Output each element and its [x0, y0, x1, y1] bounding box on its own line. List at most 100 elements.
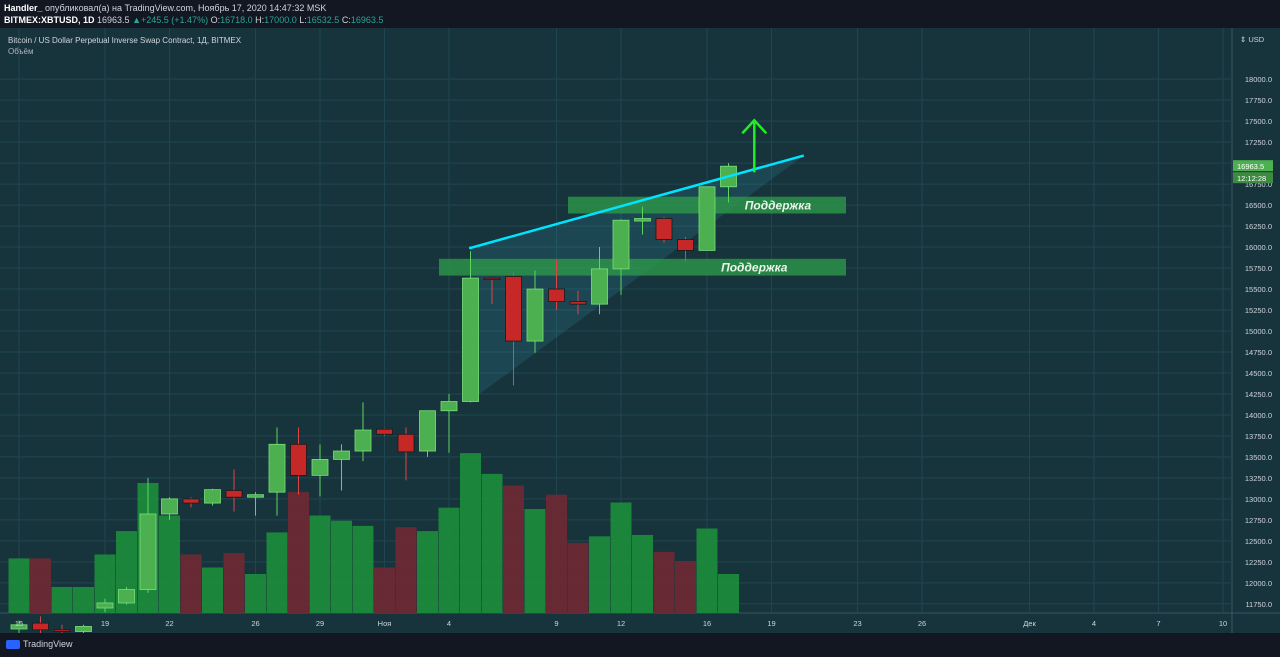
- chart-title: Bitcoin / US Dollar Perpetual Inverse Sw…: [8, 36, 242, 45]
- ohlc-close: 16963.5: [350, 15, 384, 25]
- volume-bar: [309, 515, 331, 613]
- candle-body: [591, 268, 608, 305]
- countdown-tag: [1233, 172, 1273, 184]
- price-chart[interactable]: Поддержка Поддержка 11750.0 12000.0 12250.0…: [0, 28, 1280, 638]
- tradingview-brand[interactable]: TradingView: [6, 639, 73, 650]
- volume-bar: [180, 554, 202, 613]
- author-name[interactable]: Handler_: [4, 3, 43, 13]
- candle-body: [397, 433, 415, 453]
- price-tick-label: 11750.0: [1245, 600, 1272, 609]
- price-tick-label: 16000.0: [1245, 243, 1272, 252]
- volume-bar: [718, 574, 739, 613]
- time-tick-label: 10: [1219, 619, 1227, 628]
- candle-body: [311, 459, 329, 476]
- candle-body: [612, 219, 630, 270]
- time-tick-label: 4: [447, 619, 451, 628]
- volume-bar: [331, 520, 352, 613]
- price-tick-label: 14750.0: [1245, 348, 1272, 357]
- volume-bar: [653, 551, 675, 613]
- candle-body: [419, 410, 436, 452]
- ohlc-high-label: H:: [255, 15, 265, 25]
- volume-bar: [546, 494, 567, 613]
- candle-body: [505, 276, 522, 342]
- time-tick-label: 29: [316, 619, 324, 628]
- footer-bar: TradingView: [0, 633, 1280, 657]
- volume-bar: [675, 561, 696, 613]
- currency-code: USD: [1248, 35, 1264, 44]
- last-price-tag: [1233, 160, 1273, 172]
- price-tick-label: 14250.0: [1245, 390, 1272, 399]
- candle-body: [354, 429, 372, 452]
- time-tick-label: 26: [251, 619, 259, 628]
- brand-text: TradingView: [23, 639, 73, 649]
- time-tick-label: 16: [703, 619, 711, 628]
- candle-body: [677, 239, 694, 251]
- candle-body: [53, 629, 71, 632]
- price-change: +245.5 (+1.47%): [141, 15, 209, 25]
- time-tick-label: 7: [1156, 619, 1160, 628]
- volume-bar: [438, 507, 460, 613]
- time-axis-background[interactable]: [0, 613, 1280, 633]
- candle-body: [10, 624, 28, 630]
- volume-bar: [567, 542, 589, 613]
- volume-indicator-label[interactable]: Объём: [8, 47, 34, 56]
- candle-body: [161, 498, 178, 515]
- candle-body: [118, 589, 135, 604]
- volume-bar: [288, 492, 309, 613]
- volume-bar: [374, 567, 395, 613]
- candle-body: [247, 494, 264, 498]
- price-tick-label: 13250.0: [1245, 474, 1272, 483]
- ohlc-open: 16718.0: [220, 15, 253, 25]
- price-tick-label: 14500.0: [1245, 369, 1272, 378]
- candle-body: [483, 277, 501, 281]
- drawing-labels[interactable]: Поддержка Поддержка: [469, 118, 811, 275]
- candle-body: [462, 277, 479, 402]
- volume-bar: [30, 558, 51, 613]
- time-tick-label: Дек: [1023, 619, 1036, 628]
- candle-body: [655, 218, 673, 240]
- trendline-start-point: [469, 246, 472, 250]
- time-tick-label: 12: [617, 619, 625, 628]
- candle-body: [268, 443, 286, 493]
- volume-bar: [266, 532, 288, 613]
- price-axis-background[interactable]: [1232, 28, 1280, 613]
- volume-bar: [481, 473, 503, 613]
- ohlc-high: 17000.0: [264, 15, 297, 25]
- price-tick-label: 15500.0: [1245, 285, 1272, 294]
- price-axis[interactable]: 11750.0 12000.0 12250.0 12500.0 12750.0 13000…: [1233, 75, 1273, 609]
- time-tick-label: 15: [15, 619, 23, 628]
- price-tick-label: 14000.0: [1245, 411, 1272, 420]
- symbol-name[interactable]: BITMEX:XBTUSD, 1D: [4, 15, 95, 25]
- publish-text: опубликовал(а) на TradingView.com, Ноябр…: [45, 3, 327, 13]
- chart-area[interactable]: Поддержка Поддержка 11750.0 12000.0 12250.0…: [0, 28, 1280, 638]
- price-tick-label: 13500.0: [1245, 453, 1272, 462]
- volume-bar: [202, 567, 223, 613]
- last-price: 16963.5: [97, 15, 130, 25]
- time-tick-label: 19: [101, 619, 109, 628]
- time-tick-label: 23: [853, 619, 861, 628]
- price-tick-label: 12000.0: [1245, 579, 1272, 588]
- time-tick-label: 19: [767, 619, 775, 628]
- volume-bar: [94, 554, 116, 613]
- price-tick-label: 13750.0: [1245, 432, 1272, 441]
- support-label: Поддержка: [721, 261, 788, 275]
- up-arrow-icon: ▲: [132, 15, 142, 25]
- price-tick-label: 12250.0: [1245, 558, 1272, 567]
- ohlc-close-label: C:: [341, 15, 351, 25]
- currency-marker-icon: ⇕: [1240, 35, 1248, 44]
- candle-body: [376, 428, 393, 435]
- candle-body: [182, 498, 200, 504]
- price-tick-label: 15750.0: [1245, 264, 1272, 273]
- candle-body: [139, 513, 157, 590]
- volume-bar: [245, 574, 266, 613]
- volume-bars: [8, 453, 739, 613]
- volume-bar: [73, 587, 94, 613]
- volume-bar: [460, 453, 481, 613]
- price-tick-label: 12750.0: [1245, 516, 1272, 525]
- price-tick-label: 15000.0: [1245, 327, 1272, 336]
- publish-info: Handler_ опубликовал(а) на TradingView.c…: [4, 3, 326, 13]
- time-tick-label: Ноя: [378, 619, 392, 628]
- time-tick-label: 22: [165, 619, 173, 628]
- price-tick-label: 16250.0: [1245, 222, 1272, 231]
- time-axis[interactable]: 15 19 22 26 29 Ноя 4 9 12 16 19 23 26 Дек 4 7 10: [15, 619, 1227, 628]
